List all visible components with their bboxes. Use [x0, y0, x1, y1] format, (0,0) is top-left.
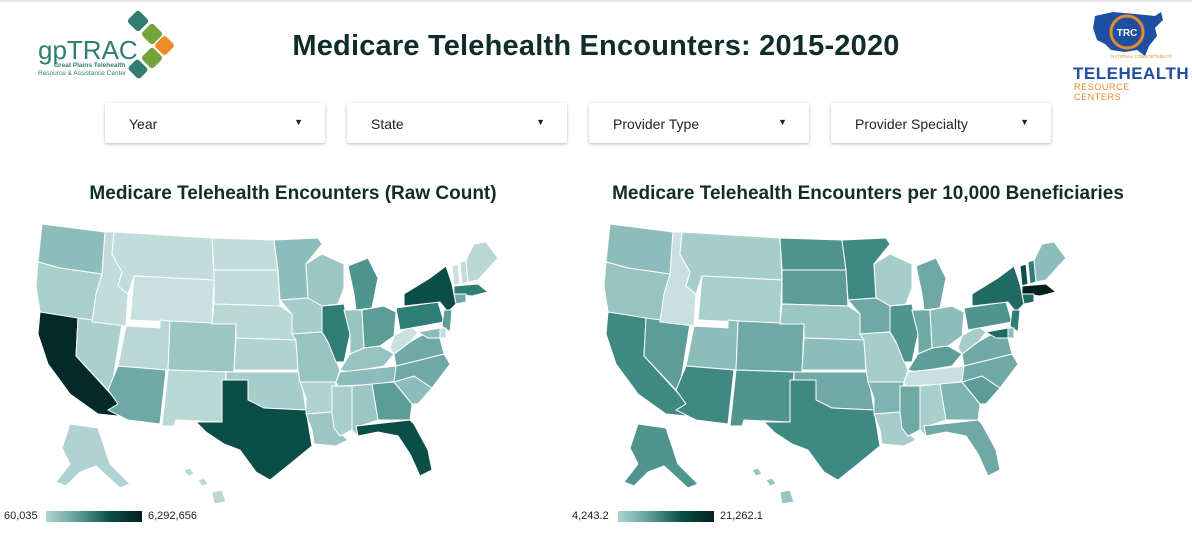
top-divider	[0, 0, 1192, 2]
provider-specialty-dropdown[interactable]: Provider Specialty ▼	[831, 103, 1051, 143]
trc-badge-text: TRC	[1117, 28, 1138, 39]
gptrac-diamond-icon	[127, 10, 174, 79]
state-dropdown-label: State	[371, 116, 404, 132]
state-hi[interactable]	[751, 467, 795, 505]
trc-line1: NATIONAL CONSORTIUM OF	[1111, 54, 1173, 59]
state-vt[interactable]	[1019, 263, 1029, 287]
state-ut[interactable]	[685, 319, 739, 371]
state-nm[interactable]	[729, 369, 795, 427]
state-ms[interactable]	[899, 385, 921, 437]
state-tx[interactable]	[194, 379, 313, 481]
state-il[interactable]	[889, 303, 919, 363]
state-vt[interactable]	[451, 263, 461, 287]
state-nj[interactable]	[441, 309, 453, 333]
state-nd[interactable]	[211, 237, 279, 271]
gptrac-line2: Resource & Assistance Center	[38, 70, 127, 77]
state-az[interactable]	[106, 365, 167, 425]
state-tx[interactable]	[762, 379, 881, 481]
state-ga[interactable]	[939, 381, 981, 421]
page-title: Medicare Telehealth Encounters: 2015-202…	[292, 30, 900, 62]
per-beneficiary-map-title: Medicare Telehealth Encounters per 10,00…	[612, 183, 1124, 204]
provider-specialty-dropdown-label: Provider Specialty	[855, 116, 968, 132]
provider-type-dropdown[interactable]: Provider Type ▼	[589, 103, 809, 143]
legend-color-scale	[618, 511, 714, 522]
gptrac-logo: gpTRAC Great Plains Telehealth Resource …	[36, 10, 186, 80]
state-ga[interactable]	[371, 381, 413, 421]
state-pa[interactable]	[395, 301, 445, 331]
state-ma[interactable]	[453, 283, 490, 297]
legend-min-value: 60,035	[4, 510, 38, 522]
legend-max-value: 21,262.1	[720, 510, 763, 522]
per-beneficiary-legend: 4,243.2 21,262.1	[572, 510, 792, 524]
state-de[interactable]	[1007, 327, 1015, 339]
trc-logo: TRC NATIONAL CONSORTIUM OF TELEHEALTH RE…	[1065, 6, 1189, 102]
state-ks[interactable]	[233, 337, 299, 371]
state-ak[interactable]	[55, 423, 131, 489]
raw-count-choropleth-map[interactable]	[0, 214, 580, 514]
state-pa[interactable]	[963, 301, 1013, 331]
state-wy[interactable]	[697, 275, 783, 325]
state-fl[interactable]	[923, 419, 1001, 477]
chevron-down-icon: ▼	[778, 117, 787, 127]
state-nm[interactable]	[161, 369, 227, 427]
chevron-down-icon: ▼	[1020, 117, 1029, 127]
legend-max-value: 6,292,656	[148, 510, 197, 522]
trc-line2: TELEHEALTH	[1073, 64, 1190, 83]
state-ut[interactable]	[117, 319, 171, 371]
gptrac-line1: Great Plains Telehealth	[54, 62, 126, 69]
state-ms[interactable]	[331, 385, 353, 437]
state-ak[interactable]	[623, 423, 699, 489]
state-mi[interactable]	[347, 257, 379, 311]
state-ct[interactable]	[1021, 293, 1035, 305]
raw-count-legend: 60,035 6,292,656	[4, 510, 224, 524]
state-ks[interactable]	[801, 337, 867, 371]
chevron-down-icon: ▼	[536, 117, 545, 127]
year-dropdown[interactable]: Year ▼	[105, 103, 325, 143]
state-wi[interactable]	[305, 253, 345, 307]
state-oh[interactable]	[929, 305, 965, 349]
state-dropdown[interactable]: State ▼	[347, 103, 567, 143]
legend-min-value: 4,243.2	[572, 510, 609, 522]
state-il[interactable]	[321, 303, 351, 363]
trc-line3: RESOURCE CENTERS	[1074, 82, 1130, 102]
state-sd[interactable]	[781, 269, 849, 307]
chevron-down-icon: ▼	[294, 117, 303, 127]
state-az[interactable]	[674, 365, 735, 425]
state-co[interactable]	[167, 320, 237, 373]
state-me[interactable]	[465, 241, 499, 283]
state-wi[interactable]	[873, 253, 913, 307]
state-sd[interactable]	[213, 269, 281, 307]
state-ma[interactable]	[1021, 283, 1058, 297]
raw-count-map-title: Medicare Telehealth Encounters (Raw Coun…	[89, 183, 497, 204]
state-fl[interactable]	[355, 419, 433, 477]
per-beneficiary-choropleth-map[interactable]	[568, 214, 1148, 514]
trc-us-map-icon: TRC	[1093, 12, 1163, 56]
state-me[interactable]	[1033, 241, 1067, 283]
state-mi[interactable]	[915, 257, 947, 311]
gptrac-wordmark: gpTRAC	[38, 35, 138, 65]
provider-type-dropdown-label: Provider Type	[613, 116, 700, 132]
state-co[interactable]	[735, 320, 805, 373]
state-wy[interactable]	[129, 275, 215, 325]
legend-color-scale	[46, 511, 142, 522]
state-nd[interactable]	[779, 237, 847, 271]
year-dropdown-label: Year	[129, 116, 158, 132]
state-de[interactable]	[439, 327, 447, 339]
state-ct[interactable]	[453, 293, 467, 305]
state-oh[interactable]	[361, 305, 397, 349]
state-hi[interactable]	[183, 467, 227, 505]
state-nj[interactable]	[1009, 309, 1021, 333]
